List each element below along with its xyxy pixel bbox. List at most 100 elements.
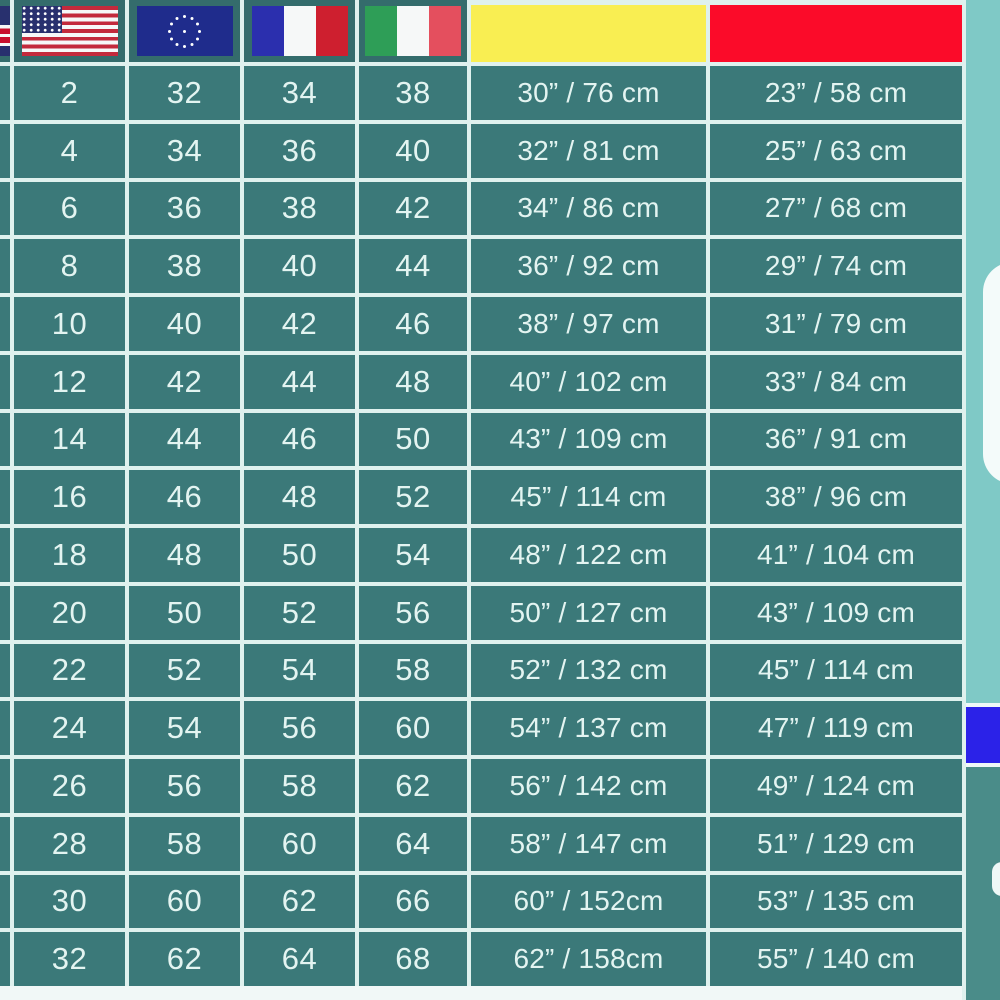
table-cell: 44 bbox=[359, 239, 467, 293]
table-cell: 42 bbox=[244, 297, 355, 351]
table-cell: 56 bbox=[244, 701, 355, 755]
white-shape-decoration bbox=[983, 262, 1000, 484]
header-cell-uk-partial bbox=[0, 0, 10, 62]
table-cell: 29” / 74 cm bbox=[710, 239, 962, 293]
table-cell: 62 bbox=[359, 759, 467, 813]
right-side-background bbox=[966, 0, 1000, 1000]
table-cell: 52” / 132 cm bbox=[471, 643, 706, 698]
table-cell: 31” / 79 cm bbox=[710, 297, 962, 351]
table-cell: 36” / 92 cm bbox=[471, 239, 706, 293]
table-cell: 64 bbox=[359, 816, 467, 871]
table-cell: 36” / 91 cm bbox=[710, 412, 962, 467]
table-cell: 58 bbox=[129, 816, 240, 871]
table-cell: 45” / 114 cm bbox=[471, 470, 706, 524]
white-notch-decoration bbox=[992, 862, 1000, 896]
table-cell: 48 bbox=[359, 354, 467, 409]
table-cell: 23” / 58 cm bbox=[710, 66, 962, 120]
table-cell: 58 bbox=[244, 759, 355, 813]
table-right-border bbox=[962, 0, 966, 1000]
table-cell: 49” / 124 cm bbox=[710, 759, 962, 813]
table-cell: 34 bbox=[129, 123, 240, 178]
divider bbox=[966, 703, 1000, 707]
table-cell: 66 bbox=[359, 874, 467, 929]
table-cell: 60 bbox=[359, 701, 467, 755]
table-cell: 32 bbox=[14, 932, 125, 986]
table-cell: 38 bbox=[359, 66, 467, 120]
table-cell: 43” / 109 cm bbox=[471, 412, 706, 467]
table-cell: 46 bbox=[359, 297, 467, 351]
table-cell-cropped bbox=[0, 123, 10, 178]
table-cell: 55” / 140 cm bbox=[710, 932, 962, 986]
table-cell: 36 bbox=[129, 181, 240, 236]
table-cell: 47” / 119 cm bbox=[710, 701, 962, 755]
table-cell: 50 bbox=[359, 412, 467, 467]
table-cell-cropped bbox=[0, 181, 10, 236]
table-cell: 38 bbox=[244, 181, 355, 236]
table-cell: 52 bbox=[359, 470, 467, 524]
table-cell: 60” / 152cm bbox=[471, 874, 706, 929]
table-cell: 10 bbox=[14, 297, 125, 351]
table-cell-cropped bbox=[0, 585, 10, 640]
table-cell: 56 bbox=[129, 759, 240, 813]
table-cell: 6 bbox=[14, 181, 125, 236]
table-cell: 30 bbox=[14, 874, 125, 929]
table-cell: 41” / 104 cm bbox=[710, 528, 962, 582]
table-cell: 50” / 127 cm bbox=[471, 585, 706, 640]
table-cell: 52 bbox=[244, 585, 355, 640]
yellow-color-block bbox=[471, 5, 706, 62]
table-cell: 38 bbox=[129, 239, 240, 293]
table-cell: 40” / 102 cm bbox=[471, 354, 706, 409]
table-cell: 12 bbox=[14, 354, 125, 409]
table-cell: 30” / 76 cm bbox=[471, 66, 706, 120]
header-cell-france bbox=[244, 0, 355, 62]
table-cell-cropped bbox=[0, 528, 10, 582]
table-cell: 60 bbox=[244, 816, 355, 871]
eu-flag-icon bbox=[136, 6, 233, 56]
table-cell: 62 bbox=[129, 932, 240, 986]
table-cell: 48 bbox=[244, 470, 355, 524]
table-cell: 40 bbox=[129, 297, 240, 351]
table-cell: 38” / 97 cm bbox=[471, 297, 706, 351]
table-cell-cropped bbox=[0, 816, 10, 871]
table-cell: 50 bbox=[129, 585, 240, 640]
table-cell: 50 bbox=[244, 528, 355, 582]
table-cell: 27” / 68 cm bbox=[710, 181, 962, 236]
table-cell: 54” / 137 cm bbox=[471, 701, 706, 755]
table-cell-cropped bbox=[0, 239, 10, 293]
table-cell: 58 bbox=[359, 643, 467, 698]
table-cell: 42 bbox=[129, 354, 240, 409]
table-cell: 40 bbox=[244, 239, 355, 293]
table-cell: 36 bbox=[244, 123, 355, 178]
header-cell-us bbox=[14, 0, 125, 62]
header-cell-italy bbox=[359, 0, 467, 62]
table-cell: 54 bbox=[359, 528, 467, 582]
table-cell: 52 bbox=[129, 643, 240, 698]
blue-block-cropped bbox=[966, 707, 1000, 763]
italy-flag-icon bbox=[365, 6, 461, 56]
table-cell: 32” / 81 cm bbox=[471, 123, 706, 178]
red-color-block bbox=[710, 5, 962, 62]
table-cell: 44 bbox=[244, 354, 355, 409]
table-cell: 40 bbox=[359, 123, 467, 178]
table-cell-cropped bbox=[0, 297, 10, 351]
table-cell-cropped bbox=[0, 66, 10, 120]
table-cell: 24 bbox=[14, 701, 125, 755]
table-cell-cropped bbox=[0, 701, 10, 755]
table-cell: 16 bbox=[14, 470, 125, 524]
size-conversion-table: 2 32 34 38 30” / 76 cm 23” / 58 cm 4 34 36 40 32” … bbox=[0, 0, 962, 986]
table-cell: 43” / 109 cm bbox=[710, 585, 962, 640]
table-cell: 25” / 63 cm bbox=[710, 123, 962, 178]
table-cell: 64 bbox=[244, 932, 355, 986]
divider bbox=[966, 763, 1000, 767]
table-cell: 8 bbox=[14, 239, 125, 293]
table-cell: 56 bbox=[359, 585, 467, 640]
table-cell: 48” / 122 cm bbox=[471, 528, 706, 582]
table-cell-cropped bbox=[0, 412, 10, 467]
table-cell: 60 bbox=[129, 874, 240, 929]
table-cell: 26 bbox=[14, 759, 125, 813]
table-cell: 56” / 142 cm bbox=[471, 759, 706, 813]
table-cell-cropped bbox=[0, 874, 10, 929]
table-cell-cropped bbox=[0, 354, 10, 409]
table-cell: 42 bbox=[359, 181, 467, 236]
table-cell: 4 bbox=[14, 123, 125, 178]
